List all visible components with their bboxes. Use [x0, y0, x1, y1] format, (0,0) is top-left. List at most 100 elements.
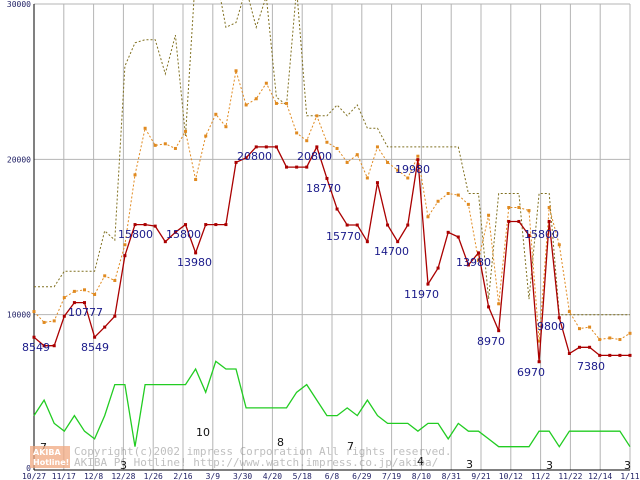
x-tick-label: 2/16 [173, 472, 192, 480]
data-point [295, 131, 299, 135]
data-point [406, 223, 410, 227]
shop-count-label: 10 [196, 426, 210, 439]
min-price-label: 8549 [22, 341, 50, 354]
chart-grid [33, 3, 631, 471]
data-point [153, 143, 157, 147]
data-point [335, 207, 339, 211]
y-axis-ticks: 0 10000 20000 30000 [7, 0, 31, 473]
min-price-label: 7380 [577, 360, 605, 373]
data-point [456, 235, 460, 239]
min-price-label: 10777 [68, 306, 103, 319]
data-point [123, 254, 127, 258]
data-point [52, 319, 56, 323]
data-point [598, 338, 602, 342]
data-point [396, 168, 400, 172]
min-price-label: 14700 [374, 245, 409, 258]
data-point [224, 223, 228, 227]
data-point [567, 310, 571, 314]
data-point [133, 223, 137, 227]
y-tick-label: 10000 [7, 311, 31, 320]
data-point [93, 292, 97, 296]
hotline-url-text: AKIBA PC Hotline! http://www.watch.impre… [74, 456, 438, 469]
x-tick-label: 6/8 [325, 472, 340, 480]
series-line-shop-count [33, 360, 631, 448]
data-point [234, 160, 238, 164]
x-tick-label: 11/22 [558, 472, 582, 480]
data-point [315, 114, 319, 118]
min-price-label: 11970 [404, 288, 439, 301]
data-point [557, 243, 561, 247]
data-point [204, 223, 208, 227]
data-point [577, 345, 581, 349]
data-point [557, 316, 561, 320]
data-point [345, 223, 349, 227]
min-price-label: 8549 [81, 341, 109, 354]
data-point [396, 240, 400, 244]
series-line-average-price [33, 70, 631, 342]
data-point [436, 266, 440, 270]
data-point [335, 146, 339, 150]
data-point [254, 97, 258, 101]
x-tick-label: 3/30 [233, 472, 252, 480]
x-tick-label: 12/28 [111, 472, 135, 480]
data-point [345, 160, 349, 164]
data-point [214, 112, 218, 116]
x-tick-label: 9/21 [471, 472, 490, 480]
data-point [103, 325, 107, 329]
x-tick-label: 8/31 [442, 472, 461, 480]
min-price-label: 13980 [177, 256, 212, 269]
data-point [274, 101, 278, 105]
x-tick-label: 10/27 [22, 472, 46, 480]
data-point [325, 140, 329, 144]
data-point [305, 165, 309, 169]
data-point [163, 240, 167, 244]
data-point [184, 223, 188, 227]
max-price-label: 15800 [166, 228, 201, 241]
data-point [618, 353, 622, 357]
data-point [295, 165, 299, 169]
data-point [32, 335, 36, 339]
data-point [517, 205, 521, 209]
data-point [184, 129, 188, 133]
data-point [204, 134, 208, 138]
data-point [52, 344, 56, 348]
data-point [487, 213, 491, 217]
data-point [62, 296, 66, 300]
x-tick-label: 12/14 [588, 472, 612, 480]
data-point [305, 139, 309, 143]
data-point [588, 325, 592, 329]
data-point [608, 336, 612, 340]
data-point [386, 160, 390, 164]
x-tick-label: 1/11 [620, 472, 639, 480]
data-point [244, 103, 248, 107]
min-price-label: 9800 [537, 320, 565, 333]
data-point [497, 329, 501, 333]
data-point [527, 233, 531, 237]
min-price-label: 15770 [326, 230, 361, 243]
data-point [426, 282, 430, 286]
data-point [406, 176, 410, 180]
shop-count-label: 8 [277, 436, 284, 449]
data-point [264, 145, 268, 149]
series-lines [32, 0, 632, 448]
data-point [143, 223, 147, 227]
max-price-label: 15800 [118, 228, 153, 241]
data-point [426, 215, 430, 219]
data-point [42, 320, 46, 324]
data-point [416, 154, 420, 158]
x-tick-label: 11/2 [531, 472, 550, 480]
data-point [163, 142, 167, 146]
logo-text-bottom: Hotline! [33, 458, 69, 467]
data-point [577, 327, 581, 331]
x-tick-label: 4/20 [263, 472, 282, 480]
x-tick-label: 7/19 [382, 472, 401, 480]
data-point [487, 305, 491, 309]
data-point [628, 331, 632, 335]
series-line-min-price [33, 145, 630, 362]
data-point [143, 126, 147, 130]
data-point [285, 101, 289, 105]
data-point [466, 202, 470, 206]
x-tick-label: 6/29 [352, 472, 371, 480]
data-point [234, 69, 238, 73]
